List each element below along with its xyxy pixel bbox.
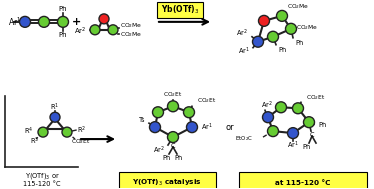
Text: Ar$^1$: Ar$^1$	[201, 122, 213, 133]
Circle shape	[58, 16, 68, 27]
Text: Ar$^1$: Ar$^1$	[8, 16, 21, 28]
Circle shape	[150, 122, 160, 133]
Text: Ar$^2$: Ar$^2$	[153, 144, 165, 156]
Circle shape	[267, 31, 279, 42]
FancyBboxPatch shape	[119, 172, 216, 189]
Text: at 115-120 °C: at 115-120 °C	[275, 180, 331, 186]
Circle shape	[108, 25, 118, 35]
Text: R$^3$: R$^3$	[30, 135, 39, 147]
Text: R$^4$: R$^4$	[24, 125, 33, 137]
Text: Ph: Ph	[59, 32, 67, 38]
Circle shape	[90, 25, 100, 35]
Circle shape	[39, 16, 49, 27]
Circle shape	[38, 127, 48, 137]
Circle shape	[99, 14, 109, 24]
Text: Ph: Ph	[163, 155, 171, 161]
Circle shape	[252, 36, 264, 47]
Text: C: C	[171, 143, 175, 149]
Text: Ar$^2$: Ar$^2$	[236, 28, 248, 40]
Circle shape	[168, 132, 178, 143]
Text: Ar$^1$: Ar$^1$	[287, 139, 299, 151]
Text: CO$_2$Et: CO$_2$Et	[306, 93, 325, 102]
Text: 115-120 °C: 115-120 °C	[23, 181, 61, 187]
Text: Ph: Ph	[303, 144, 311, 150]
Text: Ph: Ph	[175, 155, 183, 161]
Text: CO$_2$Me: CO$_2$Me	[287, 2, 309, 11]
Circle shape	[62, 127, 72, 137]
Text: Ar$^1$: Ar$^1$	[238, 46, 250, 57]
Text: C: C	[310, 132, 314, 138]
Circle shape	[285, 23, 297, 34]
FancyBboxPatch shape	[157, 2, 203, 18]
Text: +: +	[73, 17, 82, 27]
Circle shape	[153, 107, 163, 118]
Text: Ar$^2$: Ar$^2$	[261, 100, 273, 111]
Circle shape	[50, 112, 60, 122]
Circle shape	[258, 15, 270, 26]
Circle shape	[303, 117, 315, 128]
Text: Ar$^2$: Ar$^2$	[74, 26, 86, 37]
Text: Ph: Ph	[59, 6, 67, 12]
Circle shape	[187, 122, 197, 133]
Circle shape	[267, 126, 279, 137]
FancyBboxPatch shape	[239, 172, 367, 189]
Text: Ph: Ph	[278, 47, 286, 53]
Circle shape	[288, 128, 298, 139]
Circle shape	[276, 10, 288, 21]
Text: R$^1$: R$^1$	[50, 102, 59, 113]
Circle shape	[184, 107, 194, 118]
Text: CO$_2$Et: CO$_2$Et	[197, 96, 217, 105]
Circle shape	[276, 102, 286, 113]
Text: CO$_2$Et: CO$_2$Et	[71, 137, 91, 146]
Circle shape	[168, 101, 178, 112]
Text: Ph: Ph	[295, 40, 303, 46]
Text: EtO$_2$C: EtO$_2$C	[235, 134, 253, 143]
Circle shape	[19, 16, 31, 27]
Text: CO$_2$Me: CO$_2$Me	[296, 23, 318, 32]
Text: Ts: Ts	[138, 117, 145, 123]
Text: or: or	[226, 123, 234, 132]
Text: CO$_2$Me: CO$_2$Me	[120, 21, 142, 30]
Text: Yb(OTf)$_3$: Yb(OTf)$_3$	[161, 4, 199, 16]
Text: Ph: Ph	[318, 122, 326, 128]
Text: CO$_2$Et: CO$_2$Et	[163, 90, 183, 99]
Text: CO$_2$Me: CO$_2$Me	[120, 30, 142, 39]
Text: R$^2$: R$^2$	[77, 125, 86, 136]
Circle shape	[263, 112, 273, 123]
Text: Y(OTf)$_3$ or: Y(OTf)$_3$ or	[25, 171, 59, 181]
Circle shape	[292, 103, 303, 114]
Text: Y(OTf)$_3$ catalysis: Y(OTf)$_3$ catalysis	[132, 178, 202, 188]
